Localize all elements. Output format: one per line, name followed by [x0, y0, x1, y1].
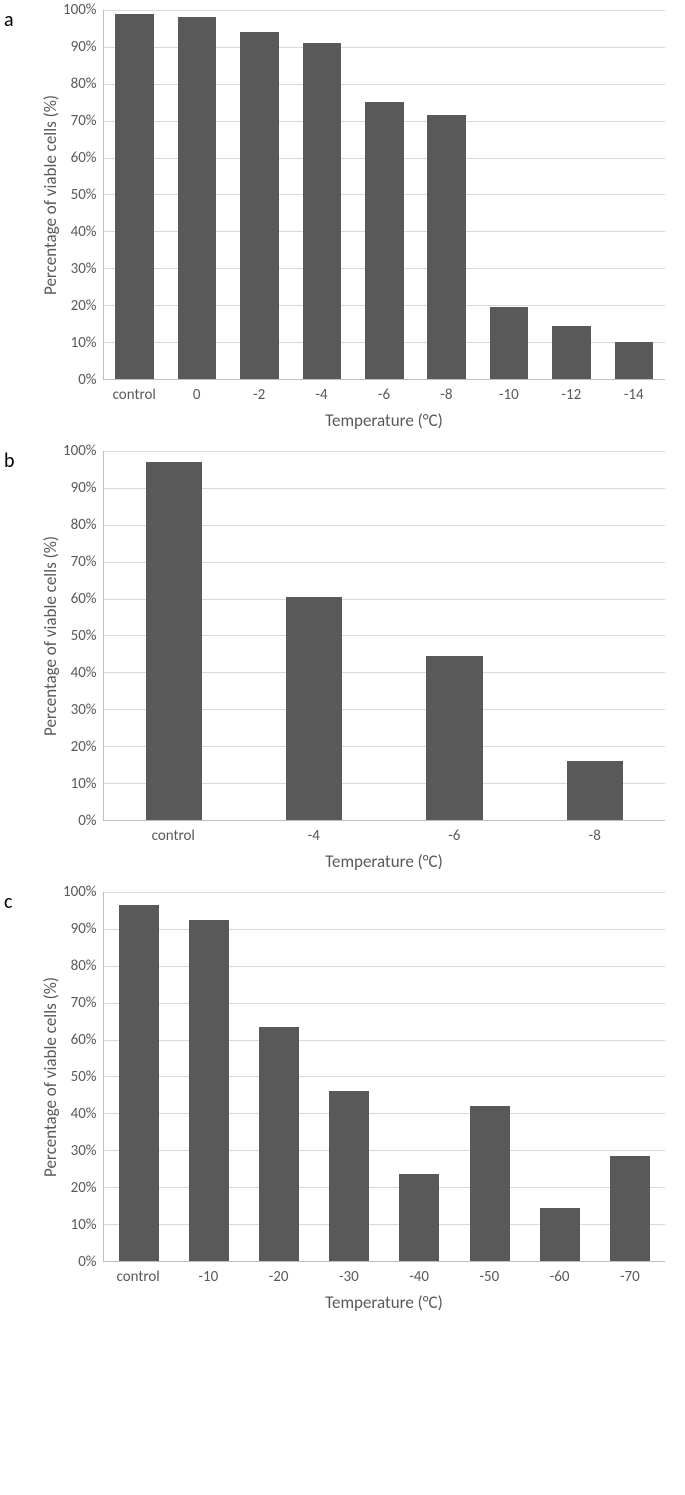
- bar-slot: [228, 10, 290, 379]
- x-tick: -4: [290, 386, 352, 404]
- bar: [610, 1156, 650, 1261]
- x-tick: 0: [165, 386, 227, 404]
- bar: [115, 14, 154, 379]
- bar: [178, 17, 217, 379]
- x-tick: -70: [595, 1268, 665, 1286]
- y-axis-ticks: 100%90%80%70%60%50%40%30%20%10%0%: [63, 892, 103, 1262]
- bar: [399, 1174, 439, 1261]
- y-axis-title: Percentage of viable cells (%): [38, 10, 63, 380]
- bar-slot: [384, 451, 524, 820]
- bar-slot: [525, 451, 665, 820]
- bar-slot: [603, 10, 665, 379]
- y-axis-title: Percentage of viable cells (%): [38, 892, 63, 1262]
- x-tick: control: [103, 1268, 173, 1286]
- bar-slot: [104, 892, 174, 1261]
- bar-slot: [353, 10, 415, 379]
- bar-slot: [525, 892, 595, 1261]
- panel-label: c: [4, 890, 12, 914]
- y-axis-ticks: 100%90%80%70%60%50%40%30%20%10%0%: [63, 451, 103, 821]
- x-tick: -30: [314, 1268, 384, 1286]
- bar: [427, 115, 466, 379]
- x-axis-region: control-10-20-30-40-50-60-70 Temperature …: [103, 1268, 665, 1313]
- x-tick: control: [103, 827, 244, 845]
- bar: [303, 43, 342, 379]
- bar-slot: [540, 10, 602, 379]
- bar: [329, 1091, 369, 1261]
- bar: [240, 32, 279, 379]
- x-axis-region: control0-2-4-6-8-10-12-14 Temperature (°C…: [103, 386, 665, 431]
- bar: [259, 1027, 299, 1261]
- x-tick: -20: [244, 1268, 314, 1286]
- chart: Percentage of viable cells (%)100%90%80%…: [38, 10, 665, 431]
- bars: [104, 10, 665, 379]
- panel-label: a: [4, 8, 14, 32]
- panel-b: b Percentage of viable cells (%)100%90%80…: [0, 441, 685, 882]
- bar: [146, 462, 202, 820]
- x-tick: -8: [415, 386, 477, 404]
- bar: [552, 326, 591, 380]
- bar-slot: [244, 451, 384, 820]
- x-tick: -10: [173, 1268, 243, 1286]
- bar-slot: [166, 10, 228, 379]
- x-tick: -12: [540, 386, 602, 404]
- bar-slot: [384, 892, 454, 1261]
- x-tick: -6: [384, 827, 525, 845]
- plot-area: [103, 892, 665, 1262]
- panel-c: c Percentage of viable cells (%)100%90%80…: [0, 882, 685, 1323]
- chart: Percentage of viable cells (%)100%90%80%…: [38, 892, 665, 1313]
- x-tick: -50: [454, 1268, 524, 1286]
- panel-a: a Percentage of viable cells (%)100%90%80…: [0, 0, 685, 441]
- x-axis-title: Temperature (°C): [103, 410, 665, 431]
- x-axis-title: Temperature (°C): [103, 851, 665, 872]
- bar-slot: [478, 10, 540, 379]
- bar-slot: [104, 10, 166, 379]
- x-tick: -14: [603, 386, 665, 404]
- x-axis-ticks: control0-2-4-6-8-10-12-14: [103, 386, 665, 404]
- plot-area: [103, 10, 665, 380]
- bar: [615, 342, 654, 379]
- bar-slot: [104, 451, 244, 820]
- bar-slot: [314, 892, 384, 1261]
- bar-slot: [244, 892, 314, 1261]
- x-tick: -8: [525, 827, 666, 845]
- y-axis-ticks: 100%90%80%70%60%50%40%30%20%10%0%: [63, 10, 103, 380]
- x-tick: -4: [244, 827, 385, 845]
- x-axis-ticks: control-4-6-8: [103, 827, 665, 845]
- bar-slot: [454, 892, 524, 1261]
- x-axis-region: control-4-6-8 Temperature (°C): [103, 827, 665, 872]
- bar: [189, 920, 229, 1261]
- x-tick: -60: [525, 1268, 595, 1286]
- x-axis-title: Temperature (°C): [103, 1292, 665, 1313]
- bar: [540, 1208, 580, 1262]
- bar: [365, 102, 404, 379]
- x-tick: control: [103, 386, 165, 404]
- bar-slot: [415, 10, 477, 379]
- x-tick: -40: [384, 1268, 454, 1286]
- x-tick: -6: [353, 386, 415, 404]
- bar: [567, 761, 623, 820]
- y-axis-title: Percentage of viable cells (%): [38, 451, 63, 821]
- bar-slot: [291, 10, 353, 379]
- x-tick: -2: [228, 386, 290, 404]
- bar: [286, 597, 342, 820]
- bars: [104, 892, 665, 1261]
- bar-slot: [174, 892, 244, 1261]
- bar: [470, 1106, 510, 1261]
- bar: [490, 307, 529, 379]
- x-axis-ticks: control-10-20-30-40-50-60-70: [103, 1268, 665, 1286]
- panel-label: b: [4, 449, 15, 473]
- bars: [104, 451, 665, 820]
- bar: [426, 656, 482, 820]
- chart: Percentage of viable cells (%)100%90%80%…: [38, 451, 665, 872]
- bar-slot: [595, 892, 665, 1261]
- x-tick: -10: [478, 386, 540, 404]
- plot-area: [103, 451, 665, 821]
- bar: [119, 905, 159, 1261]
